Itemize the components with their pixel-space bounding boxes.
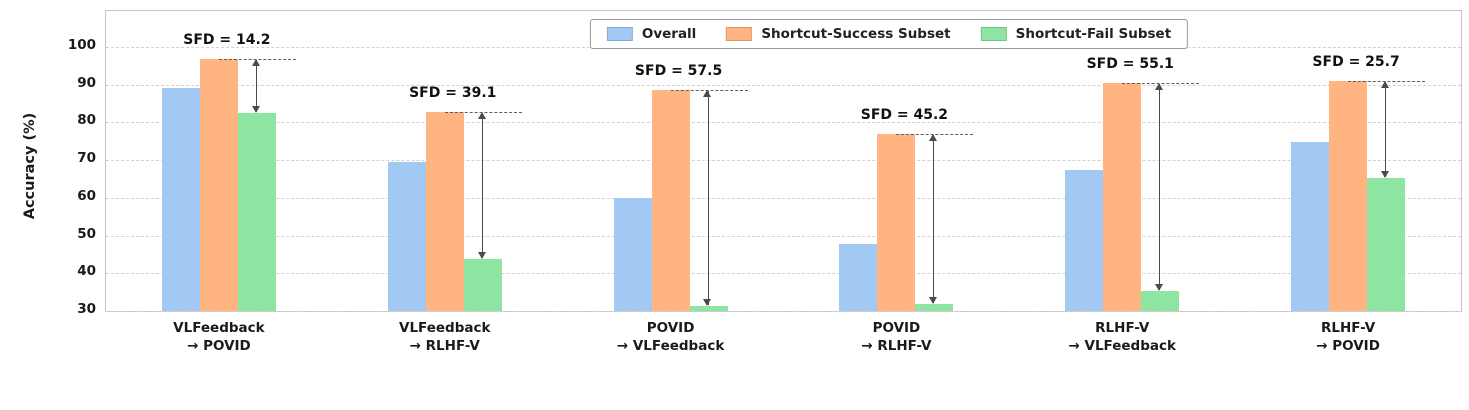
sfd-arrow <box>1155 82 1164 291</box>
bar-shortcut-success-subset <box>651 89 690 311</box>
legend-swatch <box>980 27 1007 41</box>
y-tick-label: 50 <box>77 225 96 242</box>
bar-shortcut-success-subset <box>877 133 916 311</box>
bar-shortcut-fail-subset <box>689 306 728 311</box>
legend-label: Shortcut-Success Subset <box>761 26 951 42</box>
x-tick-label: POVID → VLFeedback <box>558 320 784 355</box>
sfd-arrow <box>929 133 938 305</box>
x-tick-line1: VLFeedback <box>399 320 491 336</box>
y-tick-label: 80 <box>77 112 96 129</box>
bar-overall <box>613 197 652 311</box>
gridline <box>106 197 1461 199</box>
legend: Overall Shortcut-Success Subset Shortcut-F… <box>589 19 1189 49</box>
x-tick-label: POVID → RLHF-V <box>784 320 1010 355</box>
bar-shortcut-success-subset <box>1103 82 1142 311</box>
bar-overall <box>161 87 200 311</box>
x-tick-line2: → VLFeedback <box>616 337 725 354</box>
sfd-annotation: SFD = 55.1 <box>1086 55 1174 72</box>
gridline <box>106 84 1461 86</box>
x-tick-line2: → RLHF-V <box>861 337 932 354</box>
y-tick-label: 70 <box>77 150 96 167</box>
x-tick-line1: POVID <box>872 320 921 336</box>
y-axis-label: Accuracy (%) <box>22 112 38 220</box>
x-tick-line2: → VLFeedback <box>1068 337 1176 354</box>
x-tick-line1: VLFeedback <box>173 320 265 336</box>
gridline <box>106 235 1461 237</box>
bar-shortcut-fail-subset <box>1141 290 1180 311</box>
x-tick-label: RLHF-V → POVID <box>1235 320 1461 355</box>
sfd-annotation: SFD = 25.7 <box>1312 53 1400 70</box>
bar-shortcut-fail-subset <box>237 112 276 311</box>
legend-item: Shortcut-Fail Subset <box>980 26 1172 42</box>
bar-shortcut-fail-subset <box>1367 177 1406 311</box>
legend-swatch <box>606 27 633 41</box>
bar-overall <box>1065 169 1104 311</box>
x-tick-label: VLFeedback → POVID <box>106 320 332 355</box>
y-tick-label: 40 <box>77 263 96 280</box>
bar-shortcut-fail-subset <box>463 259 502 311</box>
sfd-arrow <box>703 89 712 307</box>
sfd-arrow <box>1380 80 1389 178</box>
legend-swatch <box>726 27 753 41</box>
x-tick-line2: → POVID <box>187 337 251 354</box>
x-tick-line2: → POVID <box>1316 337 1380 354</box>
y-tick-label: 90 <box>77 74 96 91</box>
x-tick-line2: → RLHF-V <box>409 337 480 354</box>
sfd-arrow <box>477 111 486 260</box>
legend-item: Overall <box>606 26 697 42</box>
legend-label: Overall <box>641 26 697 42</box>
bar-overall <box>1291 141 1330 311</box>
bar-overall <box>839 243 878 311</box>
bar-shortcut-fail-subset <box>915 304 954 311</box>
y-tick-label: 30 <box>77 301 96 317</box>
x-tick-line1: POVID <box>646 320 695 336</box>
y-tick-label: 60 <box>77 187 96 204</box>
x-tick-label: RLHF-V → VLFeedback <box>1009 320 1235 355</box>
sfd-arrow <box>251 59 260 113</box>
plot-area: Overall Shortcut-Success Subset Shortcut-F… <box>105 10 1462 312</box>
bar-shortcut-success-subset <box>1329 80 1368 311</box>
legend-label: Shortcut-Fail Subset <box>1015 26 1172 42</box>
gridline <box>106 122 1461 124</box>
bar-overall <box>387 162 426 311</box>
gridline <box>106 311 1461 312</box>
gridline <box>106 273 1461 275</box>
bar-shortcut-success-subset <box>199 59 238 311</box>
bar-shortcut-success-subset <box>425 111 464 311</box>
sfd-annotation: SFD = 39.1 <box>409 84 497 101</box>
x-tick-line1: RLHF-V <box>1320 320 1376 336</box>
x-tick-line1: RLHF-V <box>1095 320 1150 336</box>
sfd-annotation: SFD = 45.2 <box>860 106 949 123</box>
sfd-annotation: SFD = 14.2 <box>183 32 271 49</box>
x-tick-label: VLFeedback → RLHF-V <box>332 320 558 355</box>
sfd-annotation: SFD = 57.5 <box>634 62 723 79</box>
gridline <box>106 160 1461 162</box>
y-tick-label: 100 <box>67 37 96 53</box>
legend-item: Shortcut-Success Subset <box>726 26 951 42</box>
